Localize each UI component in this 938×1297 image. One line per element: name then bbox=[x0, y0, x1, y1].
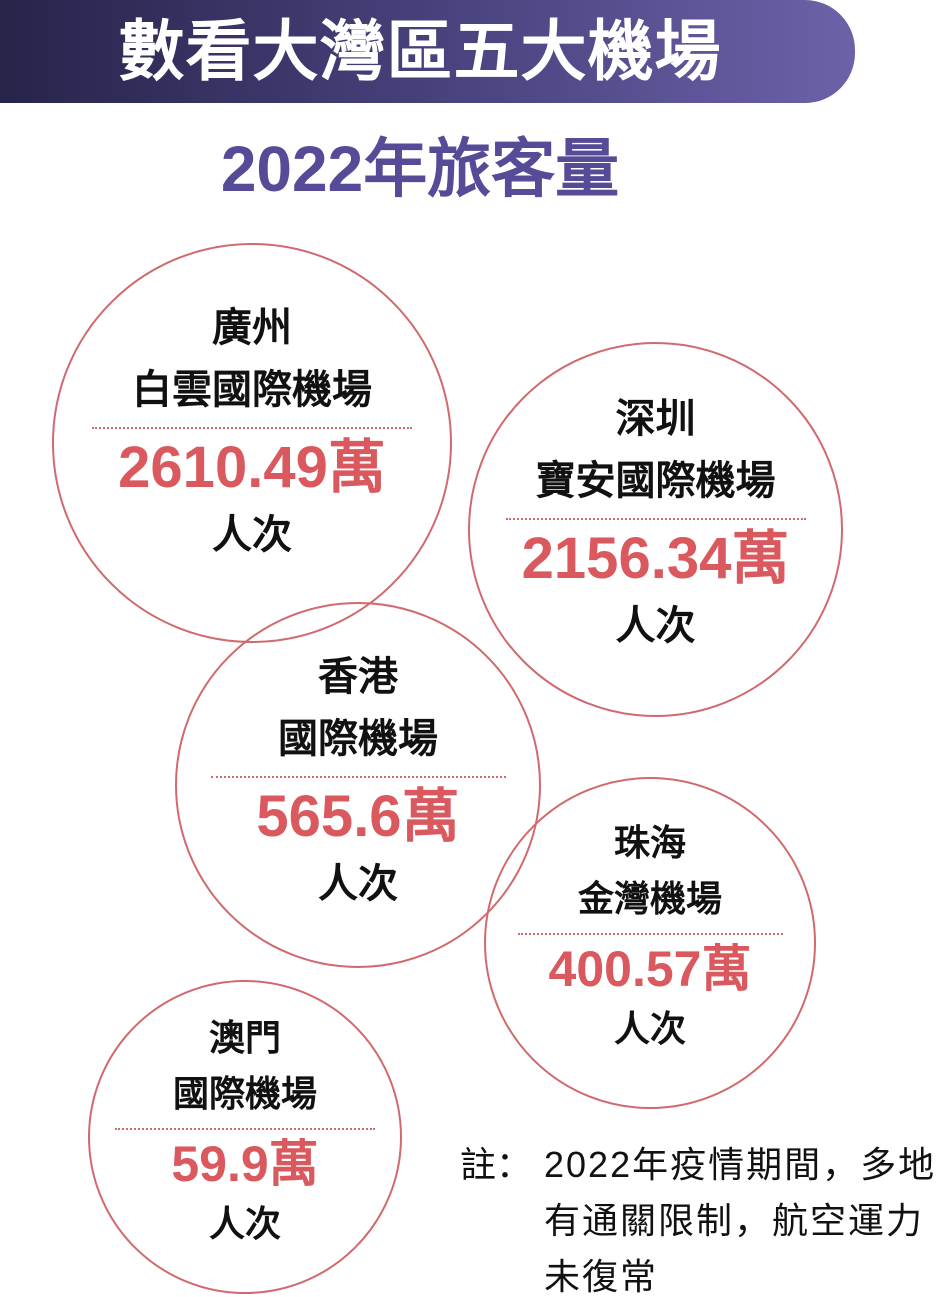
airport-name: 寶安國際機場 bbox=[535, 459, 776, 503]
airport-name: 國際機場 bbox=[278, 717, 438, 761]
airport-unit: 人次 bbox=[615, 604, 696, 648]
airport-bubble-hongkong: 香港 國際機場 565.6萬 人次 bbox=[175, 602, 541, 968]
airport-bubble-guangzhou: 廣州 白雲國際機場 2610.49萬 人次 bbox=[52, 243, 452, 643]
airport-value: 400.57萬 bbox=[548, 941, 752, 997]
airport-value: 59.9萬 bbox=[171, 1136, 319, 1192]
page-title: 數看大灣區五大機場 bbox=[118, 14, 722, 88]
airport-value: 565.6萬 bbox=[256, 784, 460, 849]
airport-bubble-shenzhen: 深圳 寶安國際機場 2156.34萬 人次 bbox=[468, 342, 843, 717]
airport-city: 廣州 bbox=[212, 306, 292, 350]
airport-bubble-macau: 澳門 國際機場 59.9萬 人次 bbox=[88, 980, 402, 1294]
airport-unit: 人次 bbox=[212, 513, 292, 557]
title-banner bbox=[0, 0, 855, 103]
airport-value: 2610.49萬 bbox=[118, 435, 386, 500]
airport-name: 白雲國際機場 bbox=[132, 368, 372, 412]
divider bbox=[505, 518, 806, 520]
divider bbox=[210, 776, 506, 778]
airport-name: 國際機場 bbox=[172, 1073, 317, 1114]
footnote-label: 註： bbox=[460, 1144, 533, 1185]
divider bbox=[115, 1128, 375, 1130]
divider bbox=[517, 933, 783, 935]
divider bbox=[92, 427, 412, 429]
footnote-text: 2022年疫情期間，多地有通關限制，航空運力未復常 bbox=[544, 1144, 937, 1297]
airport-unit: 人次 bbox=[613, 1008, 686, 1049]
airport-unit: 人次 bbox=[318, 862, 398, 906]
airport-city: 珠海 bbox=[613, 822, 686, 863]
airport-unit: 人次 bbox=[208, 1203, 281, 1244]
airport-city: 澳門 bbox=[208, 1017, 281, 1058]
airport-city: 深圳 bbox=[615, 397, 696, 441]
airport-name: 金灣機場 bbox=[577, 878, 722, 919]
page-subtitle: 2022年旅客量 bbox=[220, 133, 620, 205]
airport-bubble-zhuhai: 珠海 金灣機場 400.57萬 人次 bbox=[484, 777, 816, 1109]
airport-city: 香港 bbox=[318, 655, 398, 699]
airport-value: 2156.34萬 bbox=[521, 526, 790, 591]
